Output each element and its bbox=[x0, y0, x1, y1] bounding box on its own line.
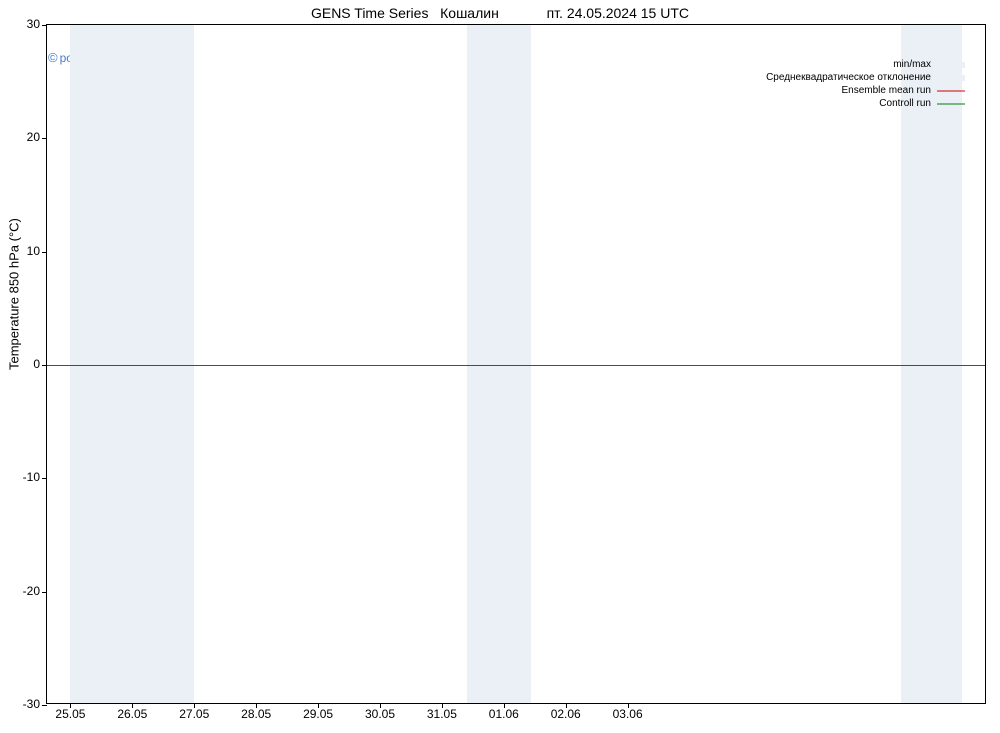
y-tick-label: 10 bbox=[2, 244, 40, 258]
controll-run-line bbox=[47, 365, 985, 366]
y-tick-mark bbox=[42, 138, 47, 139]
x-tick-mark bbox=[566, 703, 567, 708]
x-tick-mark bbox=[70, 703, 71, 708]
y-axis-label: Temperature 850 hPa (°C) bbox=[7, 218, 22, 370]
x-tick-label: 25.05 bbox=[55, 707, 85, 721]
x-tick-mark bbox=[380, 703, 381, 708]
title-series: GENS Time Series bbox=[311, 5, 428, 21]
y-tick-mark bbox=[42, 705, 47, 706]
weekend-band bbox=[467, 25, 531, 703]
x-tick-mark bbox=[442, 703, 443, 708]
x-tick-label: 26.05 bbox=[117, 707, 147, 721]
x-tick-label: 27.05 bbox=[179, 707, 209, 721]
x-tick-mark bbox=[628, 703, 629, 708]
x-tick-label: 02.06 bbox=[551, 707, 581, 721]
legend-label: Среднеквадратическое отклонение bbox=[766, 72, 931, 83]
y-tick-label: -30 bbox=[2, 697, 40, 711]
title-datetime: пт. 24.05.2024 15 UTC bbox=[547, 5, 689, 21]
y-tick-label: 0 bbox=[2, 357, 40, 371]
plot-area: 25.0526.0527.0528.0529.0530.0531.0501.06… bbox=[46, 24, 986, 704]
weekend-band bbox=[901, 25, 963, 703]
x-tick-mark bbox=[132, 703, 133, 708]
chart-container: GENS Time Series Кошалин пт. 24.05.2024 … bbox=[0, 0, 1000, 733]
x-tick-label: 28.05 bbox=[241, 707, 271, 721]
x-tick-label: 31.05 bbox=[427, 707, 457, 721]
x-tick-mark bbox=[504, 703, 505, 708]
y-tick-label: 30 bbox=[2, 17, 40, 31]
legend-item: min/max bbox=[766, 58, 965, 71]
legend-item: Controll run bbox=[766, 97, 965, 110]
y-tick-mark bbox=[42, 252, 47, 253]
legend-item: Среднеквадратическое отклонение bbox=[766, 71, 965, 84]
x-tick-mark bbox=[256, 703, 257, 708]
weekend-band bbox=[70, 25, 194, 703]
x-tick-label: 03.06 bbox=[613, 707, 643, 721]
legend-label: min/max bbox=[893, 59, 931, 70]
legend-swatch bbox=[937, 60, 965, 70]
x-tick-mark bbox=[194, 703, 195, 708]
legend-swatch bbox=[937, 99, 965, 109]
legend-label: Ensemble mean run bbox=[842, 85, 932, 96]
x-tick-mark bbox=[318, 703, 319, 708]
x-tick-label: 01.06 bbox=[489, 707, 519, 721]
x-tick-label: 30.05 bbox=[365, 707, 395, 721]
y-tick-label: 20 bbox=[2, 130, 40, 144]
y-tick-mark bbox=[42, 478, 47, 479]
legend-item: Ensemble mean run bbox=[766, 84, 965, 97]
x-tick-label: 29.05 bbox=[303, 707, 333, 721]
chart-title: GENS Time Series Кошалин пт. 24.05.2024 … bbox=[0, 5, 1000, 21]
legend-swatch bbox=[937, 73, 965, 83]
legend-swatch bbox=[937, 86, 965, 96]
title-location: Кошалин bbox=[440, 5, 499, 21]
y-tick-mark bbox=[42, 592, 47, 593]
legend-label: Controll run bbox=[879, 98, 931, 109]
y-tick-label: -10 bbox=[2, 470, 40, 484]
y-tick-mark bbox=[42, 25, 47, 26]
y-tick-label: -20 bbox=[2, 584, 40, 598]
legend: min/max Среднеквадратическое отклонение En… bbox=[766, 58, 965, 110]
